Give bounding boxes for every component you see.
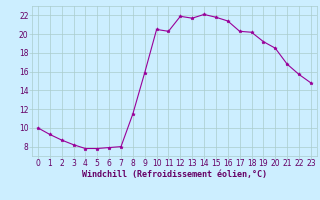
X-axis label: Windchill (Refroidissement éolien,°C): Windchill (Refroidissement éolien,°C) bbox=[82, 170, 267, 179]
